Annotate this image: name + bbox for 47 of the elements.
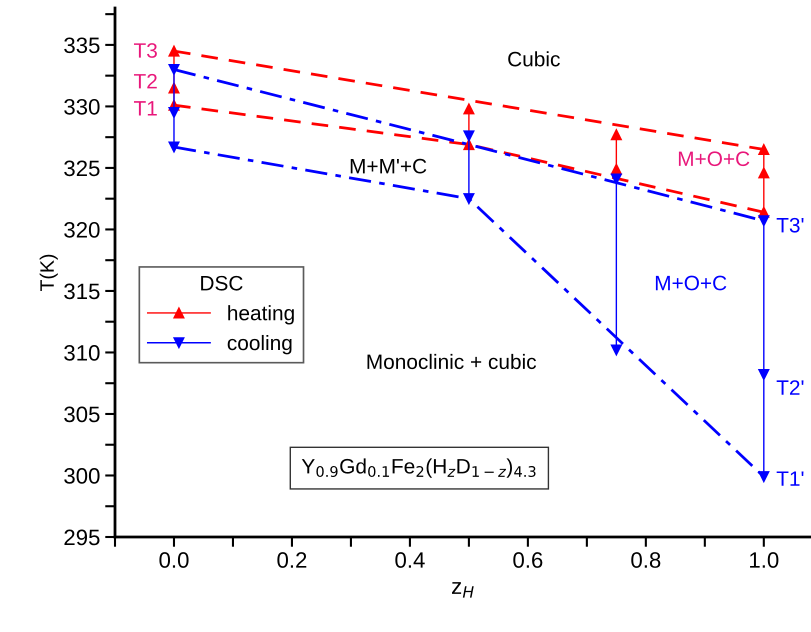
y-tick-label: 325 <box>64 160 100 176</box>
y-tick-label: 315 <box>64 283 100 300</box>
point <box>463 103 474 114</box>
x-tick-label: 0.6 <box>513 552 542 568</box>
point <box>758 369 770 380</box>
text: Y$_{0.9}$Gd$_{0.1}$Fe$_{2}$(H$_{z}$D$_{1−z}$)$_{4.3}$ <box>302 458 536 478</box>
y-tick-label: 295 <box>64 530 100 546</box>
point <box>463 130 474 142</box>
annotation: T2 <box>134 74 157 88</box>
point <box>168 46 180 57</box>
legend-label: cooling <box>228 334 292 354</box>
point <box>610 173 622 185</box>
point <box>610 129 622 140</box>
y-tick-label: 300 <box>64 468 100 484</box>
point <box>610 344 622 356</box>
y-tick-label: 310 <box>64 345 100 361</box>
x-tick-label: 0.0 <box>159 552 189 568</box>
y-tick-label: 330 <box>64 98 100 115</box>
y-tick-label: 305 <box>64 406 100 422</box>
point <box>758 471 770 482</box>
point <box>168 107 180 118</box>
x-axis-title: z$_{H}$ <box>452 582 474 598</box>
x-tick-label: 0.2 <box>277 552 306 568</box>
x-tick-label: 1.0 <box>750 552 778 568</box>
legend-title: DSC <box>201 276 243 291</box>
annotation: M+O+C <box>656 276 726 290</box>
point <box>463 193 474 204</box>
point <box>168 141 180 153</box>
y-tick-label: 320 <box>64 222 100 238</box>
point <box>758 167 770 178</box>
point <box>758 144 770 156</box>
point <box>758 215 770 226</box>
point <box>168 64 180 76</box>
x-tick-label: 0.4 <box>395 552 425 568</box>
x-tick-label: 0.8 <box>631 552 660 568</box>
annotation: T3 <box>134 43 157 58</box>
annotation: T1' <box>776 471 804 486</box>
legend-label: heating <box>228 305 294 325</box>
y-axis-title: T(K) <box>40 254 58 291</box>
annotation: Cubic <box>508 51 560 66</box>
annotation: T3' <box>776 218 804 233</box>
annotation: M+M'+C <box>350 158 426 174</box>
annotation: T2' <box>776 380 804 395</box>
annotation: Monoclinic + cubic <box>368 354 536 370</box>
annotation: T1 <box>134 101 157 116</box>
y-tick-label: 335 <box>64 37 100 54</box>
annotation: M+O+C <box>678 151 750 166</box>
